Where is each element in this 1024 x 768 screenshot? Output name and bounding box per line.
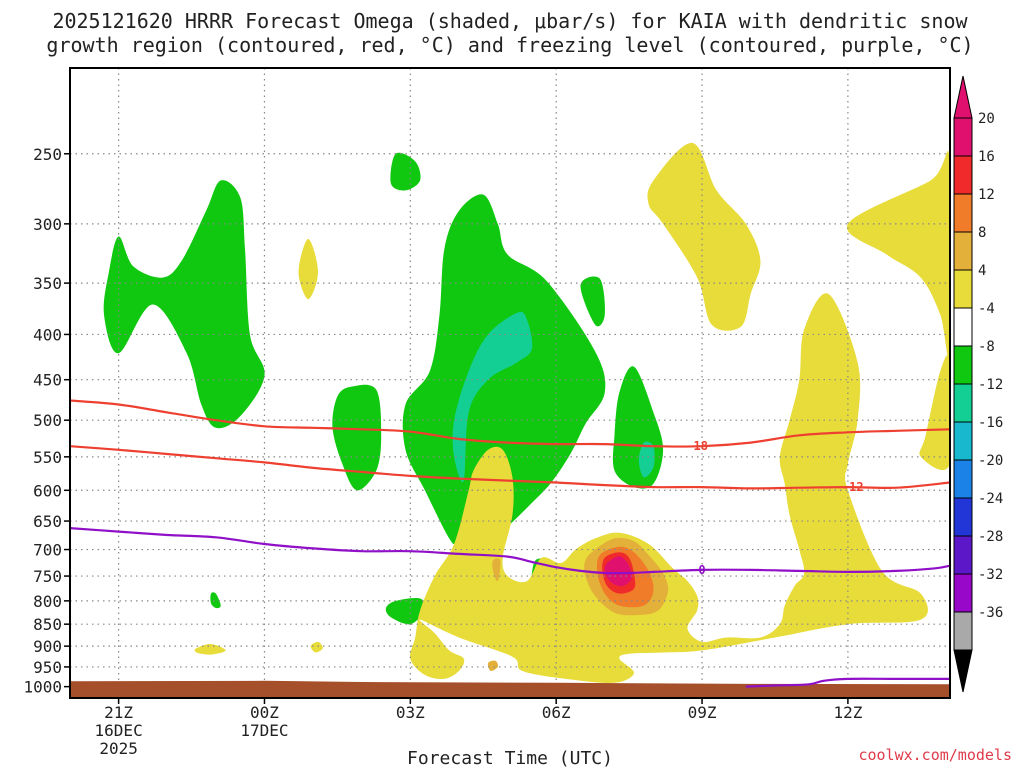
pressure-axis: 250 300 350 400 450 500 550 600 650 700 750 800 850 9…: [23, 145, 70, 697]
x-tick-date-21Z: 16DEC: [95, 721, 143, 740]
omega-region-15: [846, 150, 950, 361]
dgz-contour-line-2: [70, 445, 950, 490]
colorbar-swatch--36: [953, 611, 973, 651]
y-tick-label-650: 650: [33, 512, 62, 531]
x-tick-year-21Z: 2025: [99, 739, 138, 758]
omega-region-10: [452, 311, 533, 483]
y-tick-label-800: 800: [33, 592, 62, 611]
x-axis-label: Forecast Time (UTC): [407, 748, 613, 768]
freezing-contour-label-1: 0: [698, 563, 705, 577]
colorbar-label--4: -4: [978, 301, 995, 317]
x-tick-label-00Z: 00Z: [250, 703, 279, 722]
y-tick-label-1000: 1000: [23, 678, 62, 697]
omega-shading: [103, 142, 950, 683]
omega-region-9: [210, 592, 221, 609]
plot-frame: [69, 67, 951, 699]
freezing-contour-line-2: [745, 677, 950, 688]
y-tick-label-750: 750: [33, 567, 62, 586]
colorbar-label--8: -8: [978, 339, 995, 355]
omega-region-1: [103, 180, 265, 429]
colorbar-swatch--28: [953, 535, 973, 575]
colorbar-swatch-8: [953, 231, 973, 271]
omega-region-26: [604, 556, 632, 587]
colorbar-swatch--24: [953, 497, 973, 537]
colorbar-swatch--32: [953, 573, 973, 613]
contour-lines: -18 -12 0: [70, 399, 950, 688]
omega-region-23: [492, 558, 501, 582]
y-tick-label-450: 450: [33, 371, 62, 390]
omega-colorbar: 20 16 12 8 4 -4 -8 -12 -16 -20 -24 -28 -32 -36: [953, 75, 1003, 693]
colorbar-label--24: -24: [978, 491, 1003, 507]
omega-region-2: [332, 384, 382, 491]
colorbar-swatch-16: [953, 155, 973, 195]
colorbar-label-8: 8: [978, 225, 986, 241]
omega-region-20: [310, 641, 323, 653]
colorbar-label--36: -36: [978, 605, 1003, 621]
omega-region-14: [647, 142, 761, 331]
y-tick-label-400: 400: [33, 325, 62, 344]
ground-fill: [70, 680, 950, 698]
omega-region-17: [409, 293, 928, 683]
omega-region-3: [390, 152, 421, 191]
freezing-contour-line-1: [70, 527, 950, 575]
y-tick-label-900: 900: [33, 637, 62, 656]
y-tick-label-950: 950: [33, 658, 62, 677]
chart-title-line-1: 2025121620 HRRR Forecast Omega (shaded, …: [52, 9, 968, 33]
omega-region-18: [298, 238, 318, 300]
omega-region-8: [385, 597, 426, 625]
colorbar-label--20: -20: [978, 453, 1003, 469]
y-tick-label-350: 350: [33, 274, 62, 293]
colorbar-label--32: -32: [978, 567, 1003, 583]
colorbar-swatch-20: [953, 117, 973, 157]
chart-title-line-2: growth region (contoured, red, °C) and f…: [46, 33, 973, 57]
colorbar-swatch--4: [953, 307, 973, 347]
x-tick-label-06Z: 06Z: [542, 703, 571, 722]
colorbar-label--28: -28: [978, 529, 1003, 545]
y-tick-label-500: 500: [33, 411, 62, 430]
omega-region-5: [580, 276, 605, 327]
dgz-contour-label-1: -18: [686, 439, 708, 453]
colorbar-swatch-4: [953, 269, 973, 309]
y-tick-label-550: 550: [33, 448, 62, 467]
colorbar-label-12: 12: [978, 187, 995, 203]
colorbar-label--12: -12: [978, 377, 1003, 393]
colorbar-label-16: 16: [978, 149, 995, 165]
x-tick-label-21Z: 21Z: [104, 703, 133, 722]
colorbar-swatch-12: [953, 193, 973, 233]
ground-layer: [70, 680, 950, 698]
y-tick-label-250: 250: [33, 145, 62, 164]
colorbar-over-arrow: [953, 75, 973, 119]
y-tick-label-600: 600: [33, 481, 62, 500]
omega-region-4: [402, 194, 606, 548]
colorbar-swatch--20: [953, 459, 973, 499]
colorbar-under-arrow: [953, 649, 973, 693]
omega-region-16: [919, 355, 950, 471]
credit-text: coolwx.com/models: [858, 746, 1012, 764]
x-tick-label-09Z: 09Z: [688, 703, 717, 722]
y-tick-label-850: 850: [33, 615, 62, 634]
colorbar-swatch--12: [953, 383, 973, 423]
colorbar-label--16: -16: [978, 415, 1003, 431]
colorbar-swatch--8: [953, 345, 973, 385]
x-tick-label-03Z: 03Z: [396, 703, 425, 722]
y-tick-label-700: 700: [33, 541, 62, 560]
dgz-contour-line-1: [70, 399, 950, 448]
omega-region-22: [487, 660, 499, 672]
y-tick-label-300: 300: [33, 215, 62, 234]
colorbar-label-20: 20: [978, 111, 995, 127]
dgz-contour-label-2: -12: [842, 480, 864, 494]
x-tick-date-00Z: 17DEC: [240, 721, 288, 740]
omega-region-11: [638, 441, 655, 478]
colorbar-swatch--16: [953, 421, 973, 461]
x-tick-label-12Z: 12Z: [833, 703, 862, 722]
colorbar-label-4: 4: [978, 263, 986, 279]
